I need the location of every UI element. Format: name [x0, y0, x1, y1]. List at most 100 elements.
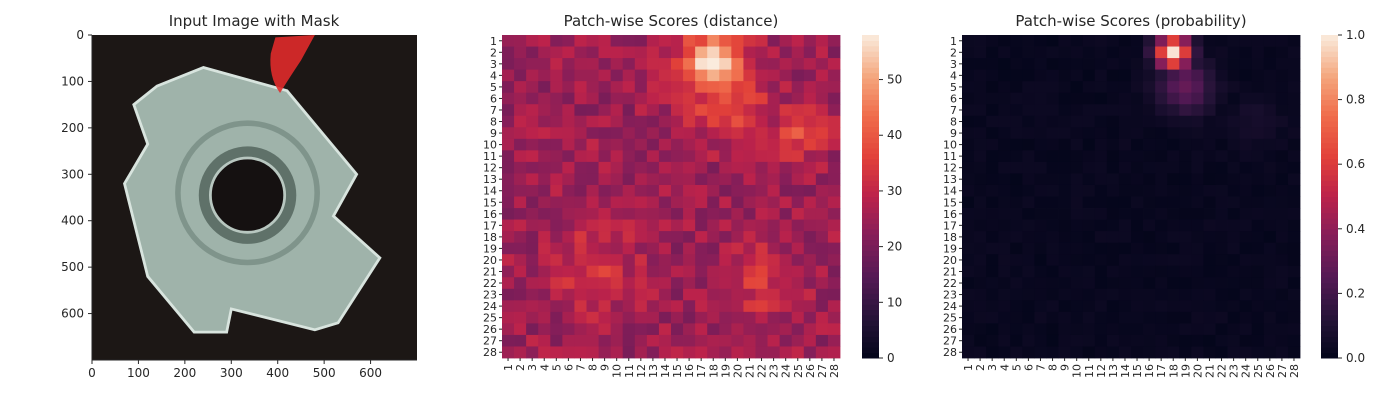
heatmap-cell: [622, 150, 636, 163]
x-tick-label: 3: [986, 364, 999, 371]
heatmap-cell: [1094, 127, 1108, 140]
heatmap-cell: [1239, 127, 1253, 140]
heatmap-cell: [1082, 104, 1096, 117]
heatmap-cell: [974, 231, 987, 244]
colorbar-segment: [862, 250, 879, 257]
heatmap-cell: [622, 300, 636, 313]
heatmap-cell: [1034, 35, 1047, 47]
heatmap-cell: [974, 161, 987, 174]
heatmap-cell: [1118, 196, 1132, 209]
heatmap-cell: [1263, 208, 1277, 220]
heatmap-cell: [586, 184, 599, 197]
heatmap-cell: [658, 150, 672, 163]
colorbar-tick-label: 0.4: [1346, 222, 1365, 236]
heatmap-cell: [1034, 127, 1047, 140]
heatmap-cell: [514, 196, 527, 209]
heatmap-cell: [646, 138, 660, 151]
heatmap-cell: [683, 58, 696, 71]
heatmap-cell: [974, 35, 987, 47]
heatmap-cell: [827, 115, 841, 128]
x-tick-label: 24: [1240, 364, 1253, 378]
x-tick-label: 13: [647, 364, 660, 378]
heatmap-cell: [962, 265, 975, 278]
heatmap-cell: [827, 58, 841, 71]
heatmap-cell: [683, 231, 696, 244]
heatmap-cell: [755, 104, 768, 117]
heatmap-cell: [586, 150, 599, 163]
heatmap-cell: [707, 92, 720, 105]
heatmap-cell: [502, 46, 515, 59]
heatmap-cell: [779, 115, 793, 128]
heatmap-cell: [1143, 208, 1156, 220]
heatmap-cell: [767, 323, 781, 336]
heatmap-cell: [574, 104, 587, 117]
heatmap-cell: [962, 81, 975, 94]
heatmap-cell: [1227, 69, 1241, 82]
heatmap-cell: [1155, 277, 1168, 290]
heatmap-cell: [586, 231, 599, 244]
heatmap-cell: [779, 219, 793, 232]
heatmap-cell: [683, 300, 696, 313]
heatmap-cell: [538, 173, 551, 186]
heatmap-cell: [1143, 311, 1156, 324]
heatmap-cell: [719, 184, 732, 197]
heatmap-cell: [827, 46, 841, 59]
heatmap-cell: [1022, 104, 1035, 117]
heatmap-cell: [998, 334, 1011, 347]
heatmap-cell: [646, 277, 660, 290]
x-tick-label: 28: [828, 364, 841, 378]
heatmap-cell: [1155, 346, 1168, 359]
heatmap-cell: [526, 184, 539, 197]
heatmap-cell: [1022, 254, 1035, 267]
colorbar-segment: [862, 104, 879, 111]
heatmap-cell: [755, 323, 768, 336]
heatmap-cell: [731, 196, 744, 209]
heatmap-cell: [1239, 104, 1253, 117]
heatmap-cell: [695, 334, 708, 347]
heatmap-cell: [586, 311, 599, 324]
heatmap-cell: [610, 208, 624, 220]
heatmap-cell: [1094, 92, 1108, 105]
heatmap-cell: [974, 92, 987, 105]
heatmap-cell: [962, 346, 975, 359]
heatmap-cell: [1179, 115, 1192, 128]
y-tick-label: 25: [943, 312, 957, 325]
heatmap-cell: [1106, 334, 1120, 347]
heatmap-cell: [767, 277, 781, 290]
heatmap-cell: [671, 334, 684, 347]
heatmap-cell: [1070, 288, 1084, 301]
heatmap-cell: [1167, 265, 1180, 278]
heatmap-cell: [1046, 173, 1059, 186]
colorbar-segment: [862, 325, 879, 332]
heatmap-cell: [562, 35, 575, 47]
heatmap-cell: [719, 208, 732, 220]
heatmap-cell: [683, 265, 696, 278]
heatmap-cell: [1275, 254, 1289, 267]
heatmap-cell: [755, 208, 768, 220]
heatmap-cell: [815, 265, 829, 278]
y-tick-label: 27: [943, 335, 957, 348]
heatmap-cell: [1275, 346, 1289, 359]
heatmap-cell: [1287, 81, 1301, 94]
heatmap-cell: [1287, 277, 1301, 290]
heatmap-cell: [671, 184, 684, 197]
heatmap-cell: [779, 173, 793, 186]
heatmap-cell: [1131, 173, 1144, 186]
heatmap-cell: [634, 323, 648, 336]
heatmap-cell: [986, 150, 999, 163]
colorbar-segment: [862, 271, 879, 278]
colorbar-segment: [1321, 336, 1338, 343]
heatmap-cell: [514, 58, 527, 71]
heatmap-cell: [731, 69, 744, 82]
colorbar-segment: [862, 234, 879, 241]
heatmap-cell: [658, 92, 672, 105]
heatmap-cell: [598, 334, 612, 347]
heatmap-cell: [827, 242, 841, 255]
heatmap-cell: [658, 254, 672, 267]
heatmap-cell: [1155, 219, 1168, 232]
heatmap-cell: [1058, 300, 1072, 313]
heatmap-cell: [767, 150, 781, 163]
heatmap-cell: [1046, 346, 1059, 359]
heatmap-cell: [1131, 115, 1144, 128]
y-tick-label: 26: [943, 323, 957, 336]
